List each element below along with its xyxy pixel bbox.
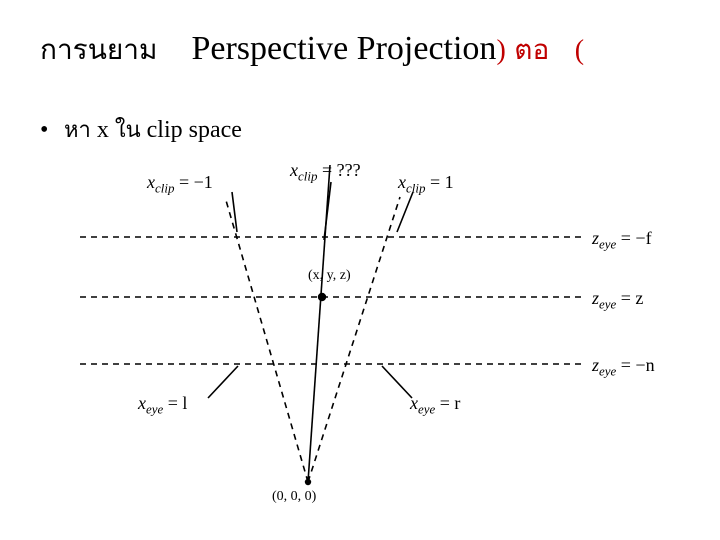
slide: การนยาม Perspective Projection) ตอ ( • ห… bbox=[0, 0, 720, 540]
diagram bbox=[0, 0, 720, 540]
label-zeye_f: zeye = −f bbox=[592, 228, 652, 253]
label-xclip_q: xclip = ??? bbox=[290, 160, 361, 185]
point-label-xyz: (x, y, z) bbox=[308, 268, 351, 284]
label-zeye_n: zeye = −n bbox=[592, 355, 655, 380]
label-xclip_neg1: xclip = −1 bbox=[147, 172, 213, 197]
label-xeye_r: xeye = r bbox=[410, 393, 460, 418]
point-label-origin: (0, 0, 0) bbox=[272, 489, 316, 505]
label-zeye_z: zeye = z bbox=[592, 288, 643, 313]
label-xclip_1: xclip = 1 bbox=[398, 172, 454, 197]
label-xeye_l: xeye = l bbox=[138, 393, 187, 418]
